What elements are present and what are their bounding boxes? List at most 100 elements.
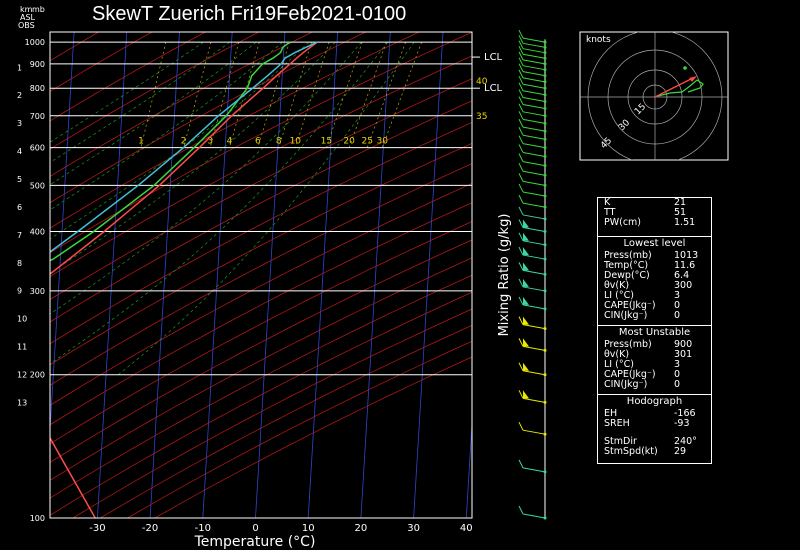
- wind-barb: [522, 429, 546, 435]
- stat-key: LI (°C): [604, 290, 634, 301]
- asl-label: ASL: [20, 13, 36, 22]
- stat-value: 3: [674, 359, 681, 370]
- height-tick-label: 1: [17, 63, 22, 72]
- storm-motion-vector: [654, 77, 694, 98]
- height-tick-label: 5: [17, 175, 22, 184]
- wind-barb: [522, 118, 546, 124]
- wind-barb-flag: [518, 246, 524, 256]
- wind-barb-flag: [518, 51, 524, 61]
- stat-row: Temp(°C) 11.6: [598, 261, 711, 271]
- wind-barb: [522, 42, 546, 48]
- wind-pennant: [523, 316, 529, 325]
- wind-barb-flag: [518, 173, 524, 182]
- hodograph-point: [683, 66, 687, 70]
- wind-barb: [522, 324, 546, 330]
- mixing-ratio-label: 6: [255, 137, 261, 147]
- wind-barb-flag: [518, 35, 524, 44]
- lowest-level-box: Lowest level Press(mb) 1013 Temp(°C) 11.6 …: [597, 236, 712, 326]
- most-unstable-box: Most Unstable Press(mb) 900 θv(K) 301 LI (…: [597, 325, 712, 395]
- x-tick-label: 10: [302, 523, 315, 534]
- stat-row: CAPE(Jkg⁻) 0: [598, 301, 711, 311]
- stat-row: Press(mb) 1013: [598, 251, 711, 261]
- dry-adiabat: [72, 308, 472, 518]
- index-row-k: K 21: [598, 198, 711, 208]
- isotherm: [97, 32, 128, 518]
- pressure-tick-label: 400: [30, 227, 45, 236]
- stat-row: CAPE(Jkg⁻) 0: [598, 370, 711, 380]
- wind-barb-flag: [518, 135, 524, 144]
- km-label: km: [20, 5, 33, 14]
- wind-barb-flag: [518, 421, 524, 431]
- isotherm: [0, 32, 21, 518]
- wind-barb-flag: [518, 57, 524, 66]
- moist-adiabat: [50, 41, 231, 163]
- stat-row: CIN(Jkg⁻) 0: [598, 311, 711, 321]
- plot-frame: [49, 31, 473, 519]
- dry-adiabat: [50, 32, 313, 177]
- dry-adiabat: [50, 291, 472, 516]
- hodograph: knots 15 30 45: [579, 31, 729, 161]
- x-tick-label: 20: [355, 523, 368, 534]
- wind-pennant: [523, 262, 529, 271]
- wind-barb-flag: [518, 296, 524, 306]
- wind-profile: [518, 29, 547, 520]
- height-tick-label: 10: [17, 315, 27, 324]
- x-tick-label: -10: [195, 523, 211, 534]
- mixing-ratio-label: 10: [290, 137, 302, 147]
- wind-barb-flag: [518, 40, 524, 49]
- x-tick-label: -30: [89, 523, 105, 534]
- wind-pennant: [523, 232, 529, 241]
- wind-barb: [522, 77, 546, 83]
- mixing-ratio-line: [278, 41, 312, 148]
- stat-row: CIN(Jkg⁻) 0: [598, 380, 711, 390]
- index-value: 21: [674, 197, 687, 208]
- height-tick-label: 3: [17, 119, 22, 128]
- pressure-tick-label: 600: [30, 144, 45, 153]
- wind-barb: [522, 345, 546, 351]
- wind-barb-flag: [518, 505, 524, 515]
- mixing-ratio-line: [381, 41, 422, 148]
- wind-barb: [522, 126, 546, 132]
- wind-barb: [522, 254, 546, 260]
- dry-adiabat: [50, 202, 472, 426]
- wind-barb-flag: [518, 153, 524, 162]
- wind-barb: [522, 161, 546, 167]
- isotherm: [255, 32, 286, 518]
- mixing-ratio-label: 30: [376, 137, 388, 147]
- stat-value: 900: [674, 339, 693, 350]
- dry-adiabat: [50, 274, 472, 499]
- stat-row: Dewp(°C) 6.4: [598, 271, 711, 281]
- mb-label: mb: [32, 5, 45, 14]
- stat-value: 29: [674, 446, 687, 457]
- wind-pennant: [523, 247, 529, 256]
- mixing-ratio-label: 3: [207, 137, 213, 147]
- height-tick-label: 9: [17, 287, 22, 296]
- most-unstable-title: Most Unstable: [618, 327, 691, 338]
- wind-barb: [522, 83, 546, 89]
- stat-key: Dewp(°C): [604, 270, 650, 281]
- wind-pennant: [523, 296, 529, 305]
- wind-pennant: [523, 219, 529, 228]
- height-tick-label: 7: [17, 231, 22, 240]
- wind-barb-flag: [518, 262, 524, 271]
- isotherm: [413, 32, 444, 518]
- pressure-tick-label: 900: [30, 60, 45, 69]
- stat-key: CIN(Jkg⁻): [604, 379, 648, 390]
- dry-adiabat: [50, 100, 472, 323]
- stat-value: -93: [674, 418, 690, 429]
- mixing-ratio-axis-label: Mixing Ratio (g/kg): [497, 214, 512, 337]
- isotherm: [202, 32, 233, 518]
- profile-dewpoint: [50, 41, 291, 262]
- hodograph-stats-title: Hodograph: [626, 396, 683, 407]
- pressure-tick-label: 200: [30, 371, 45, 380]
- pressure-tick-label: 100: [30, 514, 45, 523]
- wind-barb: [522, 467, 546, 473]
- dry-adiabat: [50, 32, 472, 254]
- wind-barb-flag: [518, 219, 524, 228]
- dry-adiabat: [50, 257, 472, 481]
- dry-adiabat: [50, 163, 472, 386]
- mixing-ratio-label: 25: [361, 137, 372, 147]
- wind-barb-flag: [518, 69, 524, 79]
- side-label-40: 40: [476, 77, 488, 87]
- stat-key: CAPE(Jkg⁻): [604, 300, 656, 311]
